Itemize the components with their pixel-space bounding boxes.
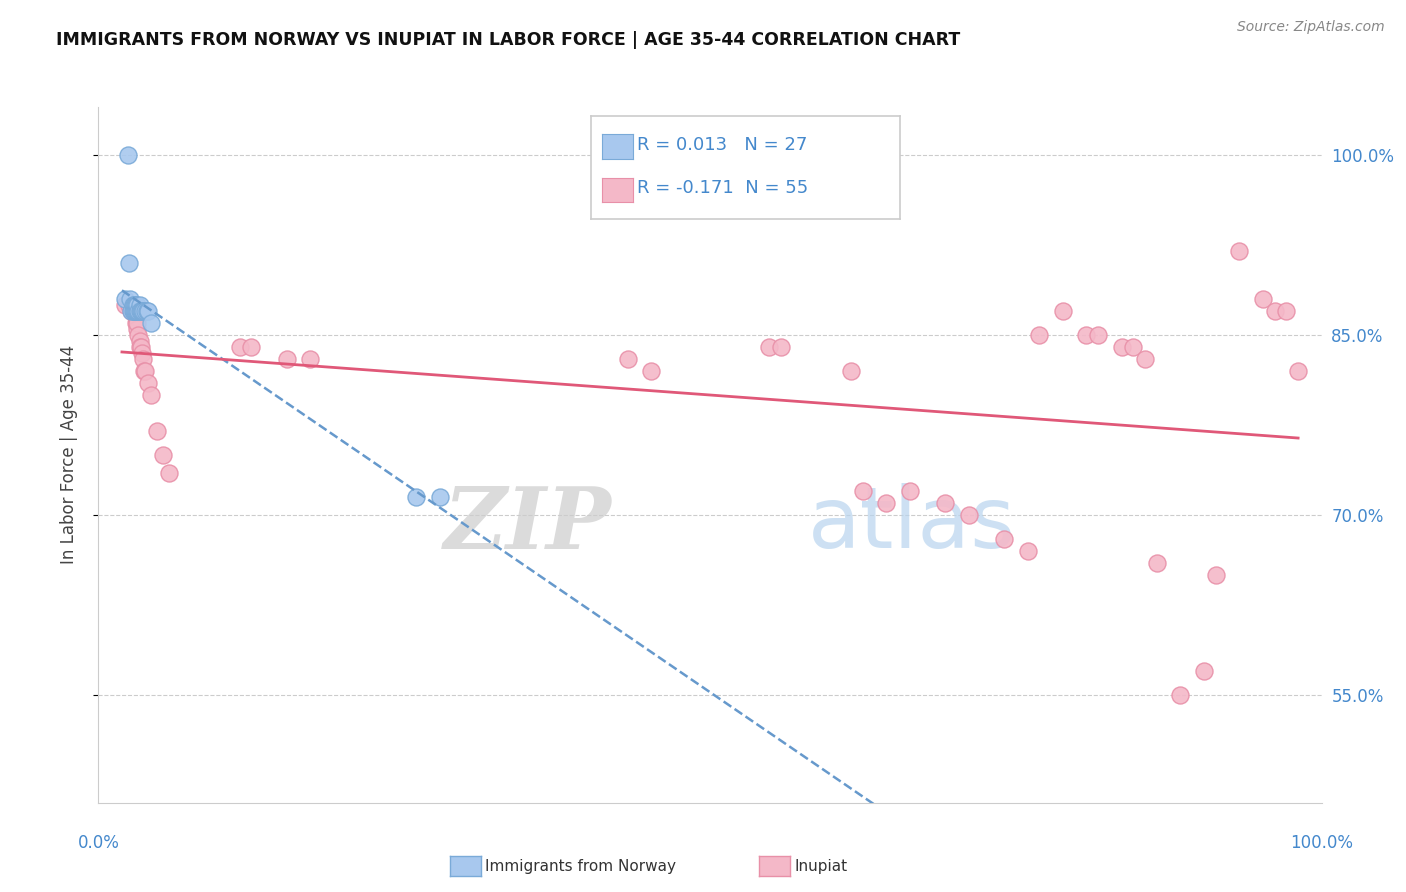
Point — [127, 298, 149, 312]
Point — [134, 304, 156, 318]
Point — [934, 496, 956, 510]
Point — [131, 346, 153, 360]
Point — [957, 508, 980, 522]
Point — [1017, 544, 1039, 558]
Point — [122, 304, 145, 318]
Point — [839, 364, 862, 378]
Point — [120, 304, 142, 318]
Point — [128, 334, 150, 348]
Point — [898, 483, 921, 498]
Point — [120, 304, 142, 318]
Point — [1286, 364, 1309, 378]
Point — [136, 376, 159, 390]
Point — [134, 364, 156, 378]
Point — [299, 351, 322, 366]
Point — [114, 292, 136, 306]
Point — [122, 304, 145, 318]
Point — [127, 322, 149, 336]
Point — [122, 298, 145, 312]
Point — [118, 256, 141, 270]
Point — [128, 298, 150, 312]
Text: atlas: atlas — [808, 483, 1017, 566]
Point — [875, 496, 897, 510]
Point — [136, 304, 159, 318]
Point — [125, 316, 148, 330]
Point — [121, 298, 143, 312]
Text: 100.0%: 100.0% — [1291, 834, 1353, 852]
Point — [125, 298, 148, 312]
Text: R = -0.171  N = 55: R = -0.171 N = 55 — [637, 179, 808, 197]
Point — [127, 304, 149, 318]
Point — [429, 490, 451, 504]
Point — [1264, 304, 1286, 318]
Text: ZIP: ZIP — [444, 483, 612, 566]
Point — [640, 364, 662, 378]
Point — [124, 304, 146, 318]
Text: 0.0%: 0.0% — [77, 834, 120, 852]
Point — [152, 448, 174, 462]
Point — [1251, 292, 1274, 306]
Point — [131, 304, 153, 318]
Point — [405, 490, 427, 504]
Point — [134, 364, 156, 378]
Point — [1275, 304, 1298, 318]
Point — [141, 316, 163, 330]
Point — [129, 304, 152, 318]
Point — [132, 351, 155, 366]
Text: R = 0.013   N = 27: R = 0.013 N = 27 — [637, 136, 807, 153]
Point — [1087, 328, 1109, 343]
Point — [157, 466, 180, 480]
Point — [1146, 556, 1168, 570]
Point — [124, 304, 146, 318]
Point — [127, 304, 149, 318]
Point — [769, 340, 792, 354]
Point — [1111, 340, 1133, 354]
Text: Immigrants from Norway: Immigrants from Norway — [485, 859, 676, 873]
Point — [121, 298, 143, 312]
Point — [993, 532, 1015, 546]
Point — [1028, 328, 1050, 343]
Text: IMMIGRANTS FROM NORWAY VS INUPIAT IN LABOR FORCE | AGE 35-44 CORRELATION CHART: IMMIGRANTS FROM NORWAY VS INUPIAT IN LAB… — [56, 31, 960, 49]
Point — [1122, 340, 1144, 354]
Point — [141, 388, 163, 402]
Point — [117, 148, 139, 162]
Point — [240, 340, 263, 354]
Point — [125, 310, 148, 324]
Point — [121, 304, 143, 318]
Point — [1170, 688, 1192, 702]
Point — [132, 304, 155, 318]
Point — [120, 292, 142, 306]
Point — [616, 351, 638, 366]
Point — [114, 298, 136, 312]
Point — [135, 304, 157, 318]
Point — [1135, 351, 1157, 366]
Text: Source: ZipAtlas.com: Source: ZipAtlas.com — [1237, 20, 1385, 34]
Point — [1192, 664, 1215, 678]
Point — [127, 316, 149, 330]
Point — [146, 424, 169, 438]
Point — [124, 298, 146, 312]
Point — [276, 351, 298, 366]
Point — [125, 304, 148, 318]
Point — [228, 340, 250, 354]
Point — [1205, 567, 1227, 582]
Text: Inupiat: Inupiat — [794, 859, 848, 873]
Point — [1227, 244, 1250, 258]
Point — [1052, 304, 1074, 318]
Point — [128, 304, 150, 318]
Point — [1076, 328, 1098, 343]
Point — [129, 340, 152, 354]
Point — [128, 340, 150, 354]
Point — [758, 340, 780, 354]
Y-axis label: In Labor Force | Age 35-44: In Labor Force | Age 35-44 — [59, 345, 77, 565]
Point — [852, 483, 875, 498]
Point — [127, 328, 149, 343]
Point — [118, 298, 141, 312]
